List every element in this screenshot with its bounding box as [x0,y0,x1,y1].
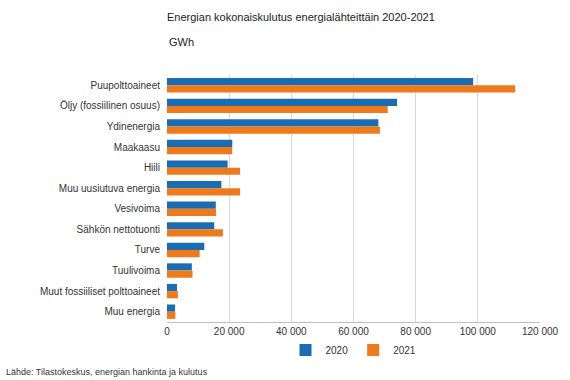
svg-text:Muut fossiiliset polttoaineet: Muut fossiiliset polttoaineet [40,286,160,297]
svg-text:Öljy (fossiilinen osuus): Öljy (fossiilinen osuus) [60,100,160,111]
svg-text:Hiili: Hiili [144,162,160,173]
svg-text:2021: 2021 [393,345,416,356]
svg-text:Turve: Turve [135,244,161,255]
svg-text:Sähkön nettotuonti: Sähkön nettotuonti [77,224,160,235]
svg-text:20 000: 20 000 [214,326,245,337]
svg-text:40 000: 40 000 [276,326,307,337]
svg-text:Muu energia: Muu energia [104,306,160,317]
svg-text:100 000: 100 000 [460,326,497,337]
svg-text:80 000: 80 000 [400,326,431,337]
svg-text:Tuulivoima: Tuulivoima [112,265,160,276]
svg-text:GWh: GWh [169,36,194,48]
svg-text:Lähde: Tilastokeskus, energian: Lähde: Tilastokeskus, energian hankinta … [6,367,208,377]
svg-text:Muu uusiutuva energia: Muu uusiutuva energia [59,183,161,194]
svg-text:120 000: 120 000 [522,326,559,337]
svg-text:Energian kokonaiskulutus energ: Energian kokonaiskulutus energialähteitt… [167,11,435,23]
svg-text:2020: 2020 [326,345,349,356]
svg-text:Maakaasu: Maakaasu [114,142,160,153]
svg-text:60 000: 60 000 [338,326,369,337]
svg-text:Vesivoima: Vesivoima [114,203,160,214]
svg-text:Ydinenergia: Ydinenergia [107,121,161,132]
svg-text:Puupolttoaineet: Puupolttoaineet [90,80,160,91]
svg-text:0: 0 [164,326,170,337]
